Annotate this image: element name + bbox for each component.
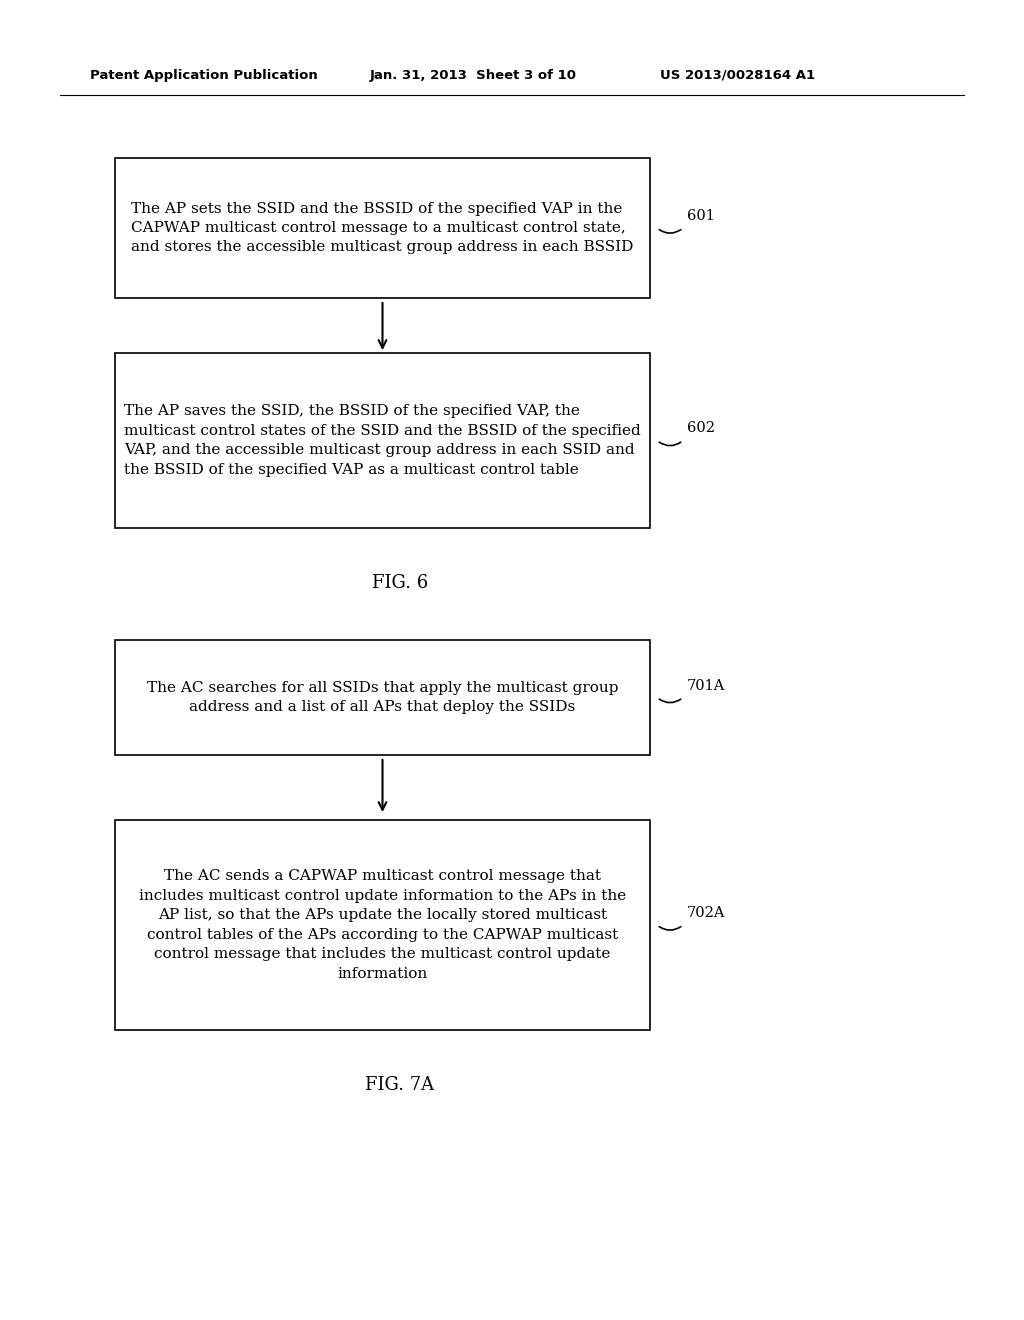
Text: US 2013/0028164 A1: US 2013/0028164 A1 <box>660 69 815 82</box>
Text: The AC searches for all SSIDs that apply the multicast group
address and a list : The AC searches for all SSIDs that apply… <box>146 681 618 714</box>
Bar <box>115 640 650 755</box>
Bar <box>115 820 650 1030</box>
Text: FIG. 6: FIG. 6 <box>372 574 428 591</box>
Text: 702A: 702A <box>687 906 725 920</box>
Text: Jan. 31, 2013  Sheet 3 of 10: Jan. 31, 2013 Sheet 3 of 10 <box>370 69 577 82</box>
Text: Patent Application Publication: Patent Application Publication <box>90 69 317 82</box>
Text: The AP sets the SSID and the BSSID of the specified VAP in the
CAPWAP multicast : The AP sets the SSID and the BSSID of th… <box>131 202 634 255</box>
Text: FIG. 7A: FIG. 7A <box>366 1076 434 1094</box>
Text: 701A: 701A <box>687 678 725 693</box>
Text: 602: 602 <box>687 421 715 436</box>
Bar <box>115 158 650 298</box>
Text: 601: 601 <box>687 209 715 223</box>
Text: The AC sends a CAPWAP multicast control message that
includes multicast control : The AC sends a CAPWAP multicast control … <box>139 870 626 981</box>
Text: The AP saves the SSID, the BSSID of the specified VAP, the
multicast control sta: The AP saves the SSID, the BSSID of the … <box>124 404 641 477</box>
Bar <box>115 352 650 528</box>
